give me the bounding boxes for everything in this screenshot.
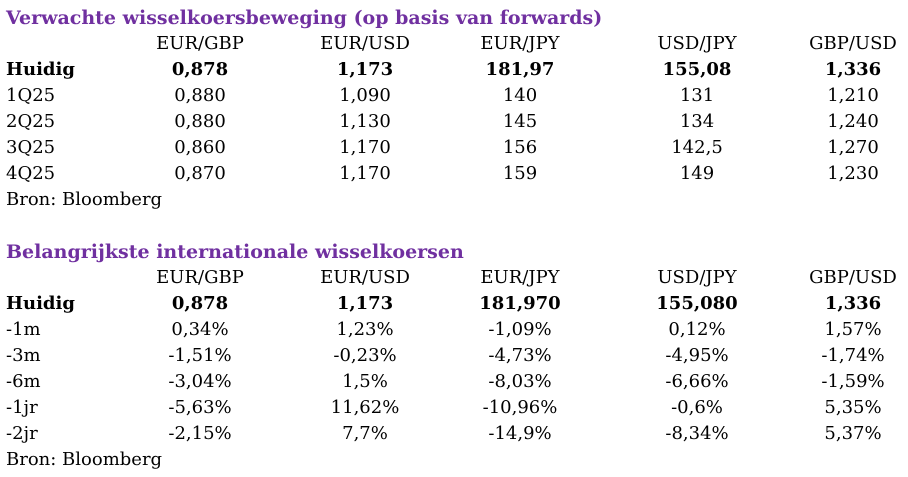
- table2-title: Belangrijkste internationale wisselkoers…: [6, 241, 464, 263]
- table-cell: 155,080: [656, 293, 738, 314]
- table2-header: GBP/USD: [809, 267, 897, 288]
- table2-row: -6m -3,04% 1,5% -8,03% -6,66% -1,59%: [0, 369, 908, 395]
- table-cell: 7,7%: [342, 423, 388, 444]
- table-cell: 1,57%: [824, 319, 882, 340]
- row-label: -3m: [6, 345, 41, 366]
- table-cell: 1,090: [339, 85, 391, 106]
- table-cell: 1,230: [827, 163, 879, 184]
- table-cell: -8,34%: [665, 423, 729, 444]
- table-cell: 1,240: [827, 111, 879, 132]
- table1-header: EUR/USD: [320, 33, 410, 54]
- table-cell: 0,878: [171, 59, 229, 80]
- table-cell: 1,130: [339, 111, 391, 132]
- table-cell: -2,15%: [168, 423, 232, 444]
- table-cell: -1,59%: [821, 371, 885, 392]
- table-cell: 0,870: [174, 163, 226, 184]
- table-cell: 155,08: [662, 59, 732, 80]
- table2-header: EUR/JPY: [480, 267, 560, 288]
- table-cell: 1,336: [824, 293, 882, 314]
- table-cell: -1,51%: [168, 345, 232, 366]
- table2-header-row: EUR/GBP EUR/USD EUR/JPY USD/JPY GBP/USD: [0, 265, 908, 291]
- table1-row: Huidig 0,878 1,173 181,97 155,08 1,336: [0, 57, 908, 83]
- table2-header: EUR/GBP: [156, 267, 244, 288]
- table-cell: 11,62%: [330, 397, 400, 418]
- row-label: -1jr: [6, 397, 38, 418]
- table-cell: 0,860: [174, 137, 226, 158]
- row-label: 3Q25: [6, 137, 56, 158]
- row-label: 2Q25: [6, 111, 56, 132]
- table-cell: 1,210: [827, 85, 879, 106]
- table-cell: 131: [679, 85, 715, 106]
- table-cell: 149: [679, 163, 715, 184]
- table1-row: 3Q25 0,860 1,170 156 142,5 1,270: [0, 135, 908, 161]
- table-cell: -6,66%: [665, 371, 729, 392]
- table-cell: 0,880: [174, 111, 226, 132]
- table-cell: 145: [502, 111, 538, 132]
- table1-row: 2Q25 0,880 1,130 145 134 1,240: [0, 109, 908, 135]
- table-cell: 1,23%: [336, 319, 394, 340]
- row-label: Huidig: [6, 293, 75, 314]
- table-cell: 159: [502, 163, 538, 184]
- table-cell: 1,170: [339, 163, 391, 184]
- table-cell: 140: [502, 85, 538, 106]
- table-cell: 1,270: [827, 137, 879, 158]
- table-cell: -4,95%: [665, 345, 729, 366]
- table-cell: -0,6%: [671, 397, 723, 418]
- table-cell: 1,336: [824, 59, 882, 80]
- table1-header: GBP/USD: [809, 33, 897, 54]
- row-label: 4Q25: [6, 163, 56, 184]
- table1-row: 4Q25 0,870 1,170 159 149 1,230: [0, 161, 908, 187]
- table2-source: Bron: Bloomberg: [6, 449, 163, 470]
- table2-row: -1m 0,34% 1,23% -1,09% 0,12% 1,57%: [0, 317, 908, 343]
- table-cell: 0,34%: [171, 319, 229, 340]
- table1-header: EUR/GBP: [156, 33, 244, 54]
- table2-row: -1jr -5,63% 11,62% -10,96% -0,6% 5,35%: [0, 395, 908, 421]
- table1-source: Bron: Bloomberg: [6, 189, 163, 210]
- table-cell: -1,74%: [821, 345, 885, 366]
- table-cell: 134: [679, 111, 715, 132]
- row-label: -1m: [6, 319, 41, 340]
- table-cell: 156: [502, 137, 538, 158]
- row-label: Huidig: [6, 59, 75, 80]
- table1-header: EUR/JPY: [480, 33, 560, 54]
- row-label: -2jr: [6, 423, 38, 444]
- table-cell: 1,173: [336, 59, 394, 80]
- row-label: 1Q25: [6, 85, 56, 106]
- table-cell: 1,170: [339, 137, 391, 158]
- table-cell: 1,5%: [342, 371, 388, 392]
- table1-header-row: EUR/GBP EUR/USD EUR/JPY USD/JPY GBP/USD: [0, 31, 908, 57]
- table2-row: Huidig 0,878 1,173 181,970 155,080 1,336: [0, 291, 908, 317]
- table2-row: -2jr -2,15% 7,7% -14,9% -8,34% 5,37%: [0, 421, 908, 447]
- table-cell: -14,9%: [488, 423, 552, 444]
- table-cell: 0,880: [174, 85, 226, 106]
- table-cell: -0,23%: [333, 345, 397, 366]
- table1-row: 1Q25 0,880 1,090 140 131 1,210: [0, 83, 908, 109]
- table-cell: -1,09%: [488, 319, 552, 340]
- table2-header: USD/JPY: [657, 267, 737, 288]
- table-cell: 142,5: [671, 137, 723, 158]
- table-cell: 181,970: [479, 293, 561, 314]
- table-cell: 0,878: [171, 293, 229, 314]
- row-label: -6m: [6, 371, 41, 392]
- table-cell: 5,37%: [824, 423, 882, 444]
- table-cell: -3,04%: [168, 371, 232, 392]
- table-cell: 1,173: [336, 293, 394, 314]
- table-cell: -10,96%: [482, 397, 558, 418]
- table2-row: -3m -1,51% -0,23% -4,73% -4,95% -1,74%: [0, 343, 908, 369]
- table1-header: USD/JPY: [657, 33, 737, 54]
- table2-header: EUR/USD: [320, 267, 410, 288]
- table-cell: 181,97: [485, 59, 555, 80]
- table-cell: -8,03%: [488, 371, 552, 392]
- table-cell: -4,73%: [488, 345, 552, 366]
- table-cell: 5,35%: [824, 397, 882, 418]
- table-cell: -5,63%: [168, 397, 232, 418]
- table1-title: Verwachte wisselkoersbeweging (op basis …: [6, 7, 603, 29]
- table-cell: 0,12%: [668, 319, 726, 340]
